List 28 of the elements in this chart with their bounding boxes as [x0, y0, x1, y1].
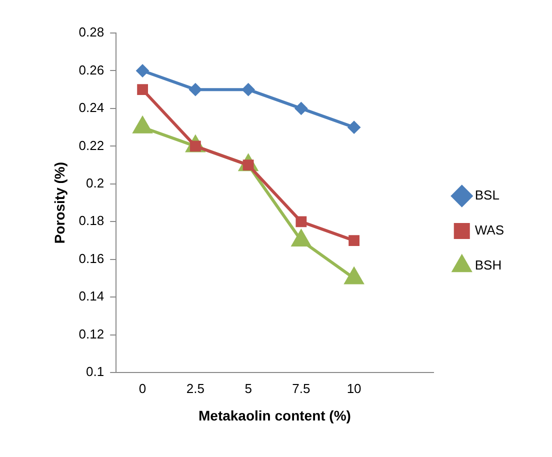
point: [291, 229, 312, 247]
point: [344, 266, 364, 284]
point: [136, 64, 150, 78]
point: [294, 102, 308, 115]
point: [137, 84, 148, 96]
x-tick-label: 2.5: [186, 380, 204, 396]
point: [242, 83, 255, 96]
legend-label: BSH: [474, 258, 502, 273]
point: [348, 120, 361, 134]
y-tick-label: 0.26: [78, 62, 104, 78]
x-tick-label: 0: [138, 380, 146, 396]
y-tick-label: 0.12: [78, 326, 104, 342]
legend-label: BSL: [474, 188, 500, 203]
legend-label: WAS: [474, 222, 504, 238]
y-tick-label: 0.16: [78, 250, 104, 266]
y-tick-label: 0.1: [86, 364, 104, 380]
x-tick-label: 5: [244, 380, 252, 396]
point: [188, 83, 202, 96]
y-tick-label: 0.2: [86, 176, 104, 191]
y-tick-label: 0.14: [78, 288, 104, 304]
y-tick-label: 0.24: [78, 100, 104, 116]
y-tick-label: 0.22: [78, 138, 104, 153]
x-axis-title: Metakaolin content (%): [198, 407, 351, 424]
y-tick-label: 0.28: [78, 24, 104, 40]
y-axis-title: Porosity (%): [51, 162, 68, 244]
x-tick-label: 7.5: [292, 380, 310, 396]
x-tick-label: 10: [346, 380, 362, 396]
y-tick-label: 0.18: [78, 213, 104, 228]
